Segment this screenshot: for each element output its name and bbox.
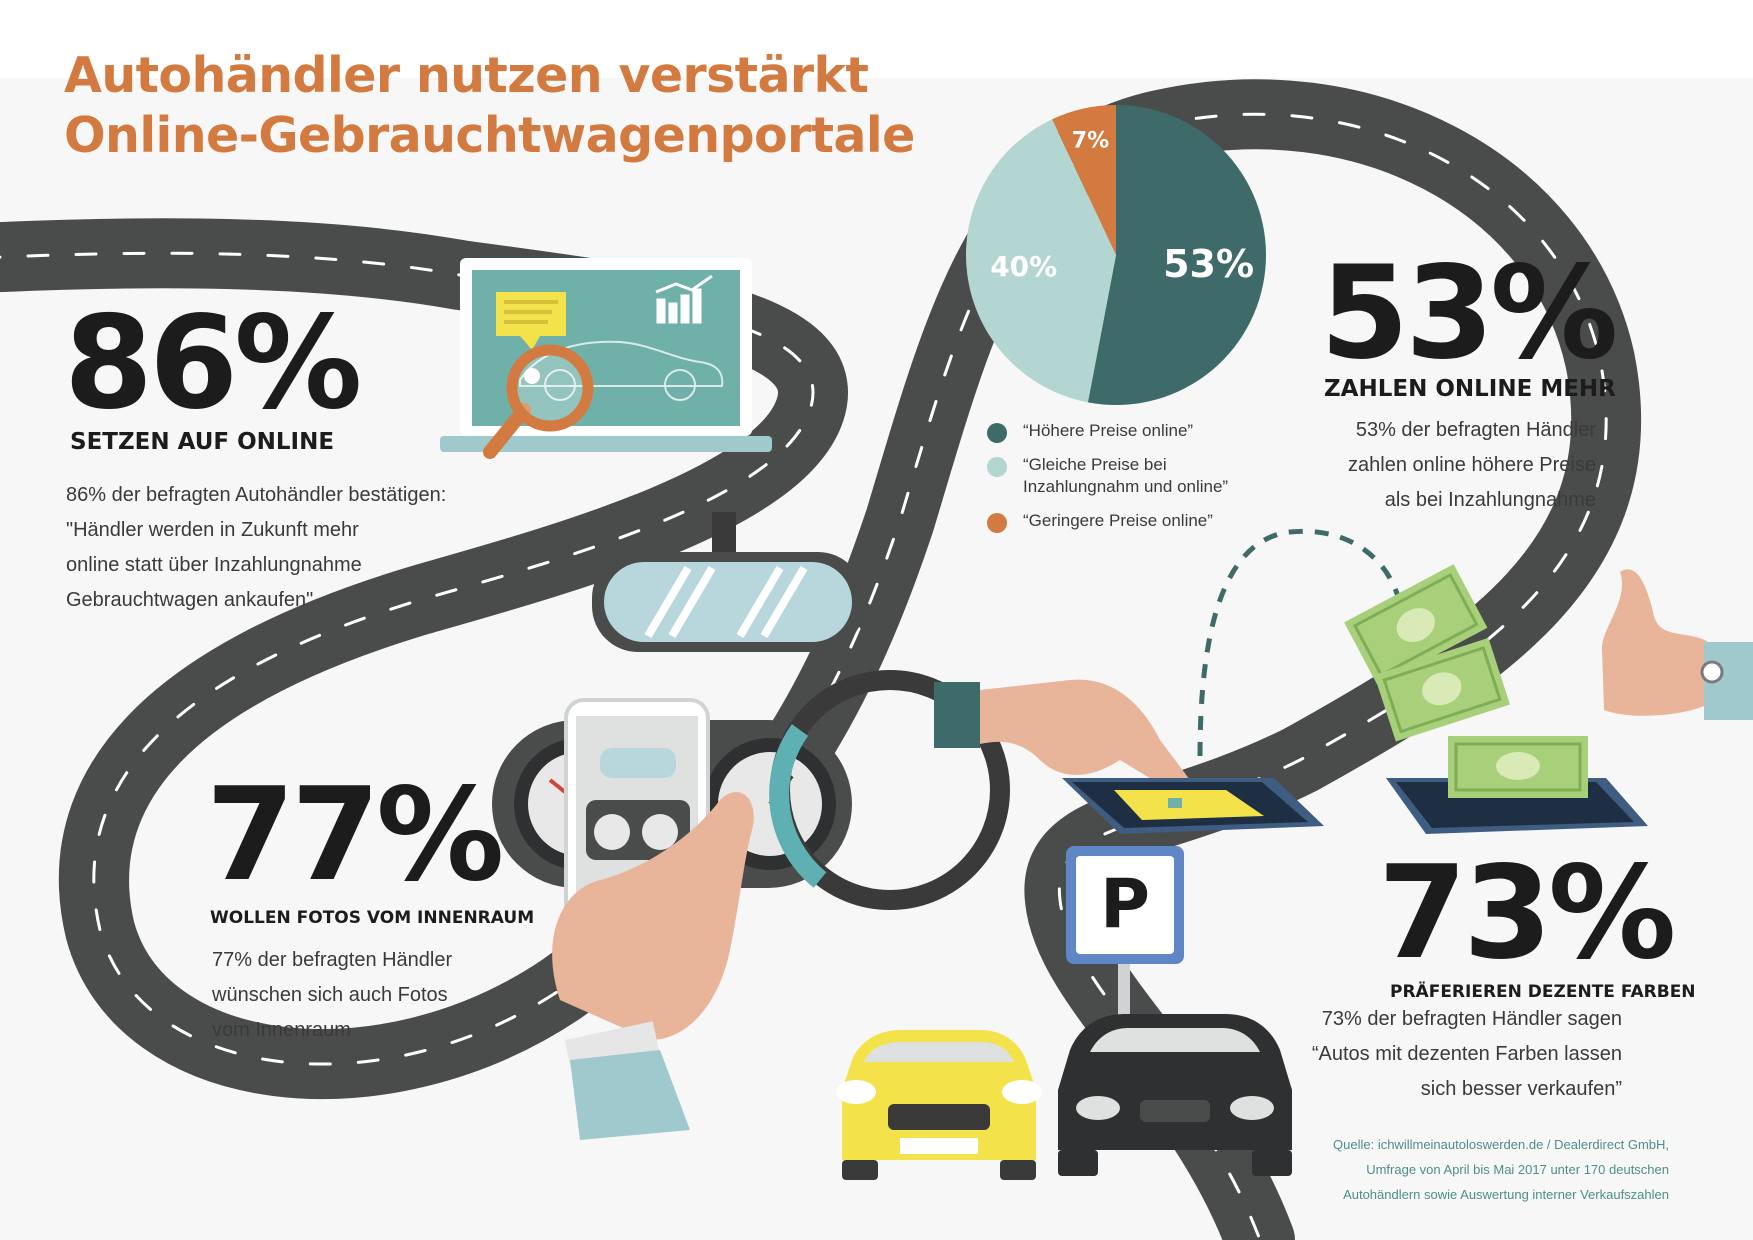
legend-item-lower-prices: “Geringere Preise online” (985, 510, 1285, 533)
tablet-icon (1062, 778, 1324, 834)
pie-slice (1052, 105, 1116, 255)
stat-77-body-line: wünschen sich auch Fotos (212, 984, 448, 1006)
money-arc-dashes (1197, 528, 1403, 757)
stat-53-body: 53% der befragten Händler zahlen online … (1290, 413, 1596, 518)
stat-73-body-line: 73% der befragten Händler sagen (1321, 1008, 1622, 1030)
source-line: Umfrage von April bis Mai 2017 unter 170… (1366, 1162, 1669, 1177)
stat-73-body-line: “Autos mit dezenten Farben lassen (1311, 1043, 1622, 1065)
stat-77-value: 77% (206, 761, 504, 910)
stat-73-body-line: sich besser verkaufen” (1420, 1078, 1622, 1100)
source-line: Quelle: ichwillmeinautoloswerden.de / De… (1333, 1137, 1669, 1152)
stat-73-body: 73% der befragten Händler sagen “Autos m… (1310, 1002, 1622, 1107)
magnifier-icon (483, 344, 594, 459)
legend-label: “Höhere Preise online” (1023, 421, 1194, 440)
thumbs-up-icon (1601, 569, 1753, 720)
bar-chart-icon (655, 274, 713, 324)
source-note: Quelle: ichwillmeinautoloswerden.de / De… (1333, 1132, 1669, 1207)
stat-77-body: 77% der befragten Händler wünschen sich … (212, 943, 452, 1048)
banknote-icon (1344, 564, 1588, 798)
legend-label: “Gleiche Preise bei (1023, 455, 1167, 474)
stat-86-headline: SETZEN AUF ONLINE (70, 429, 335, 455)
stat-53-body-line: 53% der befragten Händler (1355, 419, 1596, 441)
yellow-car-icon (836, 1030, 1042, 1180)
stat-77-body-line: 77% der befragten Händler (212, 949, 453, 971)
stat-53-value: 53% (1320, 239, 1618, 388)
stat-53-headline: ZAHLEN ONLINE MEHR (1324, 376, 1616, 402)
pie-slice-label: 40% (990, 250, 1057, 283)
black-car-icon (1058, 1014, 1292, 1176)
road-dashes (0, 112, 1608, 1240)
parking-sign-icon (1066, 846, 1184, 1030)
legend-swatch (987, 423, 1007, 443)
stat-53-body-line: als bei Inzahlungnahme (1384, 489, 1596, 511)
legend-swatch (987, 457, 1007, 477)
stat-77-headline: WOLLEN FOTOS VOM INNENRAUM (210, 908, 535, 928)
title-line-1: Autohändler nutzen verstärkt (64, 47, 869, 104)
stat-86-body-line: "Händler werden in Zukunft mehr (66, 519, 359, 541)
pie-slice-label: 53% (1163, 242, 1254, 286)
legend-swatch (987, 513, 1007, 533)
hand-icon (552, 791, 754, 1140)
stat-86-body-line: online statt über Inzahlungnahme (66, 554, 362, 576)
source-line: Autohändlern sowie Auswertung interner V… (1343, 1187, 1669, 1202)
pie-slice (1087, 105, 1266, 406)
legend-item-higher-prices: “Höhere Preise online” (985, 420, 1285, 443)
stat-73-value: 73% (1378, 839, 1676, 988)
steering-wheel-icon (769, 670, 1010, 910)
stat-53-body-line: zahlen online höhere Preise (1348, 454, 1596, 476)
legend-item-equal-prices: “Gleiche Preise bei Inzahlungnahm und on… (985, 454, 1285, 498)
rearview-mirror-icon (592, 512, 864, 652)
legend-label: “Geringere Preise online” (1023, 511, 1213, 530)
stat-86-body-line: Gebrauchtwagen ankaufen" (66, 589, 314, 611)
page-title: Autohändler nutzen verstärkt Online-Gebr… (64, 46, 915, 166)
stat-86-value: 86% (64, 289, 362, 438)
pie-legend: “Höhere Preise online” “Gleiche Preise b… (985, 420, 1285, 544)
hand-icon (934, 679, 1192, 796)
stat-73-headline: PRÄFERIEREN DEZENTE FARBEN (1390, 982, 1696, 1002)
parking-sign-letter: P (1100, 865, 1150, 944)
pie-chart: 53% 40% 7% (966, 105, 1266, 406)
pie-slice (966, 119, 1116, 403)
laptop-icon (440, 258, 772, 452)
stat-86-body: 86% der befragten Autohändler bestätigen… (66, 478, 446, 618)
pie-slice-label: 7% (1072, 128, 1109, 153)
legend-label: Inzahlungnahm und online” (1023, 477, 1229, 496)
stat-86-body-line: 86% der befragten Autohändler bestätigen… (66, 484, 447, 506)
title-line-2: Online-Gebrauchtwagenportale (64, 107, 915, 164)
stat-77-body-line: vom Innenraum (212, 1019, 351, 1041)
